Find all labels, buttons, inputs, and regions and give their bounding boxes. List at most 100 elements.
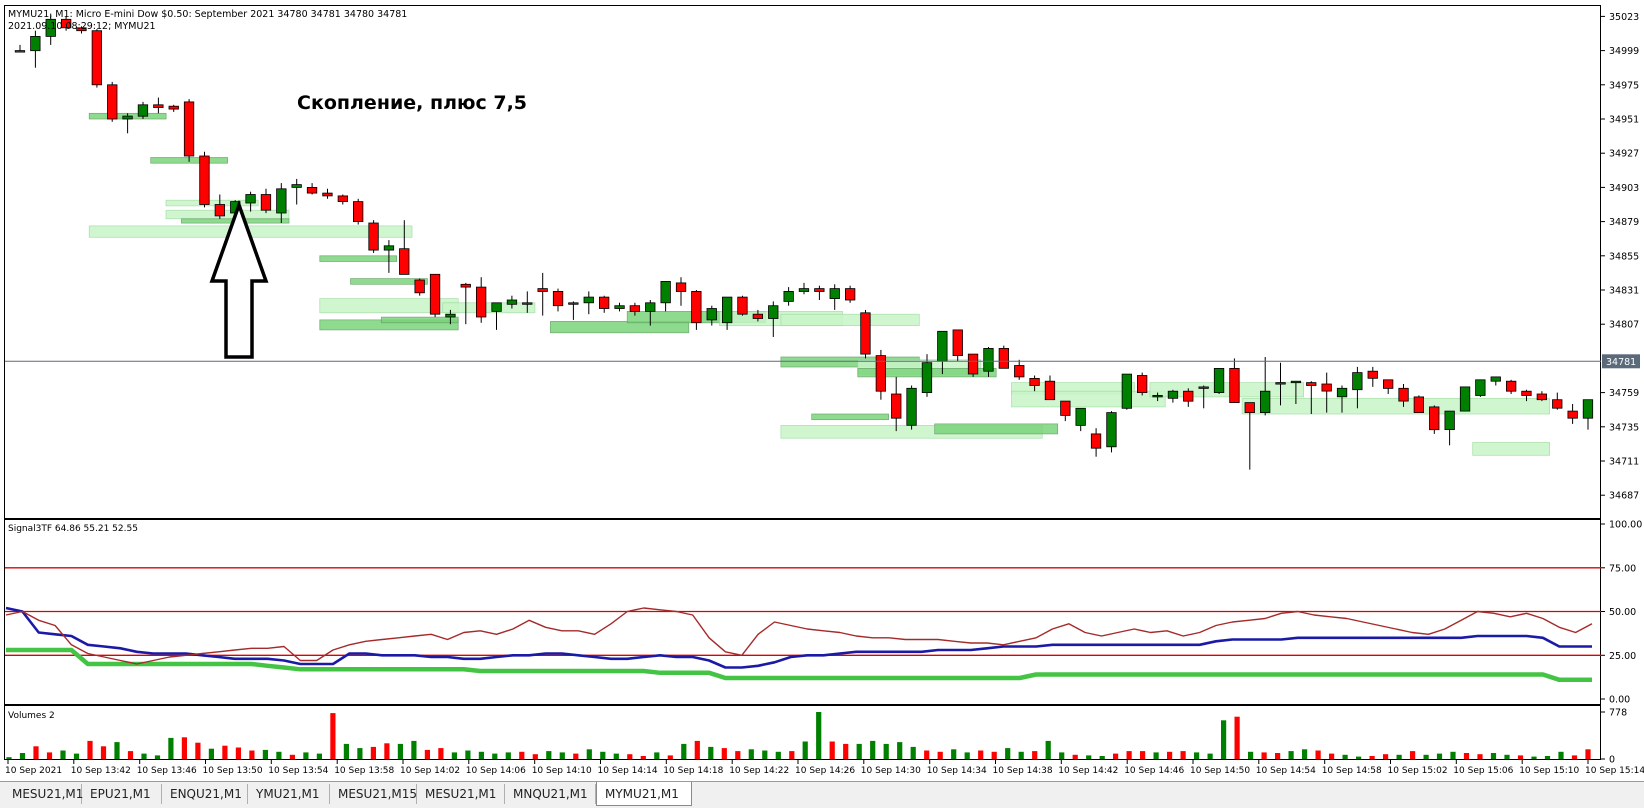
volume-tick-label: 778 <box>1609 708 1627 719</box>
time-tick-label: 10 Sep 2021 <box>5 766 62 776</box>
volume-bar <box>613 753 619 759</box>
main-pane[interactable] <box>4 5 1601 519</box>
time-tick-label: 10 Sep 14:18 <box>663 766 723 776</box>
candle <box>1398 384 1409 407</box>
price-tick-label: 34711 <box>1609 457 1639 468</box>
time-tick-label: 10 Sep 14:06 <box>466 766 526 776</box>
indicator-line-brown <box>5 607 1593 665</box>
volume-bar <box>1410 751 1416 759</box>
candle <box>199 151 210 208</box>
volume-bar <box>1571 755 1578 759</box>
price-tick-label: 34831 <box>1609 286 1639 297</box>
candle <box>352 198 364 225</box>
candle <box>1029 375 1040 392</box>
candle <box>1582 399 1594 430</box>
candle <box>383 240 395 273</box>
candle <box>399 220 410 275</box>
volume-bar <box>87 740 93 759</box>
symbol-tab[interactable]: MYMU21,M1 <box>596 782 692 806</box>
volume-bar <box>1544 756 1551 759</box>
volume-bar <box>6 757 12 759</box>
volume-bar <box>262 749 268 759</box>
candle <box>583 291 594 315</box>
annotation-text: Скопление, плюс 7,5 <box>297 92 527 114</box>
symbol-tab[interactable]: EPU21,M1 <box>82 784 162 804</box>
candle <box>1075 407 1086 432</box>
volume-bar <box>1396 754 1402 759</box>
volume-bar <box>654 752 660 759</box>
volume-bar <box>424 749 430 759</box>
main-header-line2: 2021.09.10 08:29:12; MYMU21 <box>8 21 156 32</box>
candle <box>952 329 963 362</box>
volume-pane[interactable] <box>4 705 1601 760</box>
candle <box>522 291 533 313</box>
symbol-tab[interactable]: MESU21,M1 <box>417 784 505 804</box>
volume-bar <box>1005 748 1011 759</box>
volume-bar <box>33 746 39 759</box>
price-tick-label: 34759 <box>1609 388 1639 399</box>
candle <box>1321 372 1332 413</box>
volume-bar <box>1315 750 1321 759</box>
candle <box>1044 375 1056 401</box>
volume-bar <box>208 748 214 759</box>
volume-bar <box>600 751 606 759</box>
candle <box>429 273 441 318</box>
indicator-tick-label: 75.00 <box>1609 563 1636 574</box>
volume-bar <box>1261 752 1267 759</box>
volume-bar <box>1086 755 1092 759</box>
price-tick-label: 34975 <box>1609 80 1639 91</box>
candle <box>1106 411 1117 453</box>
volume-bar <box>1194 752 1200 759</box>
candle <box>614 302 625 312</box>
price-tick-label: 34999 <box>1609 46 1639 57</box>
candle <box>691 290 702 330</box>
candle <box>1290 380 1302 404</box>
symbol-tab[interactable]: MESU21,M15 <box>330 784 417 804</box>
volume-bar <box>60 750 66 759</box>
candle <box>722 296 733 330</box>
volume-bar <box>330 713 336 759</box>
volume-bar <box>532 754 538 759</box>
indicator-tick-label: 0.00 <box>1609 695 1630 706</box>
accumulation-zone <box>550 321 690 334</box>
accumulation-zone <box>780 313 920 326</box>
volume-bar <box>1167 751 1173 759</box>
time-tick-label: 10 Sep 14:42 <box>1058 766 1118 776</box>
volume-bar <box>1504 754 1510 759</box>
symbol-tab[interactable]: MNQU21,M1 <box>505 784 596 804</box>
candle <box>122 113 133 134</box>
volume-bar <box>748 749 754 759</box>
price-tick-label: 34735 <box>1609 422 1639 433</box>
volume-header: Volumes 2 <box>8 711 55 721</box>
candle <box>1014 359 1025 380</box>
candle <box>629 302 640 316</box>
symbol-tab-bar: MESU21,M1 EPU21,M1 ENQU21,M1 YMU21,M1 MESU21… <box>0 781 1644 808</box>
candle <box>460 282 471 325</box>
candle <box>737 295 748 316</box>
volume-bar <box>721 748 727 759</box>
price-tick-label: 34927 <box>1609 149 1639 160</box>
volume-bar <box>438 748 444 759</box>
volume-bar <box>1531 756 1537 759</box>
candle <box>183 99 195 162</box>
candle <box>1536 391 1547 402</box>
time-tick-label: 10 Sep 15:10 <box>1519 766 1579 776</box>
time-tick-label: 10 Sep 13:42 <box>71 766 131 776</box>
candle <box>660 280 671 312</box>
volume-bar <box>1072 754 1078 759</box>
candle <box>76 26 87 34</box>
chart-canvas[interactable]: 35023 34999 34975 34951 34927 34903 34879 34855… <box>0 0 1644 781</box>
symbol-tab[interactable]: MESU21,M1 <box>4 784 83 804</box>
candle <box>1367 366 1378 387</box>
volume-bar <box>316 753 322 759</box>
price-tick-label: 34903 <box>1609 183 1639 194</box>
symbol-tab[interactable]: ENQU21,M1 <box>162 784 248 804</box>
accumulation-zone <box>165 199 259 207</box>
volume-bar <box>1153 752 1159 759</box>
candle <box>552 288 564 312</box>
candle <box>1429 405 1440 434</box>
symbol-tab[interactable]: YMU21,M1 <box>248 784 330 804</box>
time-tick-label: 10 Sep 14:26 <box>795 766 855 776</box>
volume-bar <box>343 743 349 759</box>
